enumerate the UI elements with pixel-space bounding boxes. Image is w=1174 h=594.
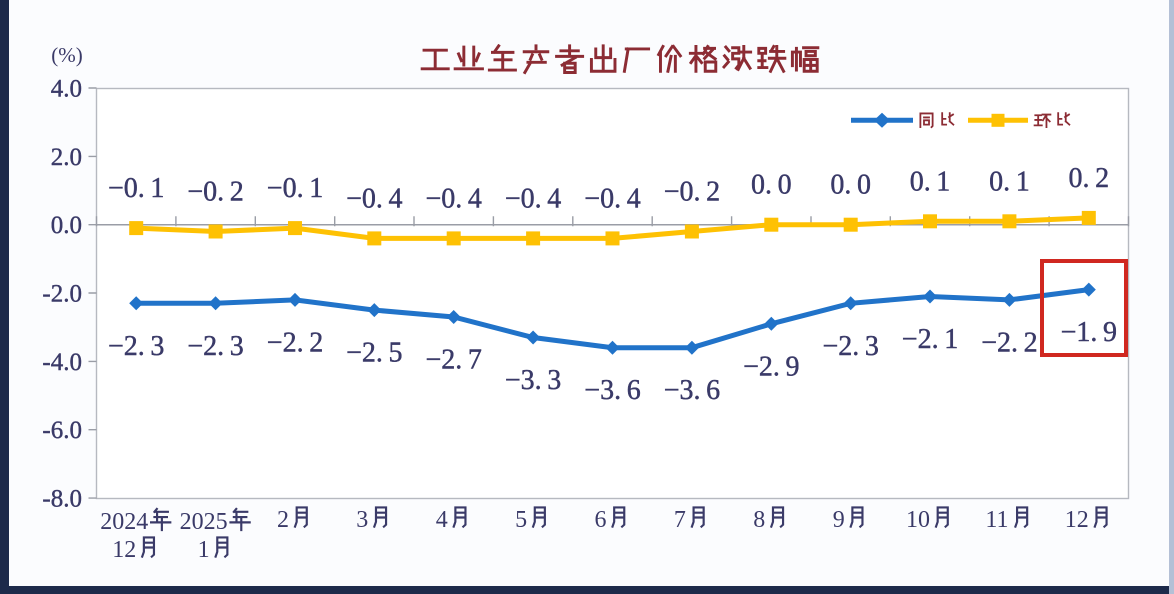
svg-text:12: 12 [1065, 507, 1089, 533]
svg-text:5: 5 [515, 507, 527, 533]
svg-text:−2. 5: −2. 5 [346, 338, 402, 369]
svg-text:−2. 1: −2. 1 [902, 324, 958, 355]
svg-text:8: 8 [753, 507, 765, 533]
svg-text:−0. 4: −0. 4 [584, 183, 640, 214]
svg-text:10: 10 [906, 507, 930, 533]
svg-text:2.0: 2.0 [51, 144, 82, 171]
svg-text:-8.0: -8.0 [42, 486, 82, 513]
svg-text:−2. 3: −2. 3 [822, 331, 878, 362]
svg-text:−2. 2: −2. 2 [981, 327, 1037, 358]
svg-text:0.0: 0.0 [51, 212, 82, 239]
svg-text:−2. 9: −2. 9 [743, 351, 799, 382]
svg-text:4: 4 [436, 507, 448, 533]
svg-text:0. 2: 0. 2 [1068, 163, 1109, 194]
svg-text:(%): (%) [51, 43, 82, 67]
svg-text:-4.0: -4.0 [42, 349, 82, 376]
svg-text:3: 3 [356, 507, 368, 533]
svg-text:2: 2 [277, 507, 289, 533]
svg-text:2024: 2024 [100, 509, 148, 535]
svg-text:−2. 3: −2. 3 [108, 331, 164, 362]
svg-text:0. 0: 0. 0 [751, 170, 792, 201]
svg-text:0. 1: 0. 1 [910, 166, 951, 197]
svg-text:-6.0: -6.0 [42, 417, 82, 444]
svg-text:12: 12 [112, 537, 136, 563]
svg-text:1: 1 [198, 537, 210, 563]
svg-text:−2. 2: −2. 2 [267, 327, 323, 358]
svg-text:-2.0: -2.0 [42, 281, 82, 308]
svg-text:11: 11 [985, 507, 1008, 533]
svg-text:9: 9 [833, 507, 845, 533]
svg-text:−0. 4: −0. 4 [425, 183, 481, 214]
svg-text:6: 6 [595, 507, 607, 533]
svg-text:−0. 4: −0. 4 [505, 183, 561, 214]
svg-text:−0. 2: −0. 2 [187, 177, 243, 208]
svg-text:−0. 2: −0. 2 [664, 177, 720, 208]
svg-text:−2. 3: −2. 3 [187, 331, 243, 362]
svg-text:0. 0: 0. 0 [830, 170, 871, 201]
svg-text:−0. 1: −0. 1 [267, 173, 323, 204]
svg-text:−3. 6: −3. 6 [584, 375, 640, 406]
svg-text:−1. 9: −1. 9 [1061, 317, 1117, 348]
svg-text:−2. 7: −2. 7 [425, 345, 481, 376]
svg-text:−3. 3: −3. 3 [505, 365, 561, 396]
svg-text:−3. 6: −3. 6 [664, 375, 720, 406]
svg-text:−0. 1: −0. 1 [108, 173, 164, 204]
svg-text:2025: 2025 [180, 509, 228, 535]
svg-text:4.0: 4.0 [51, 76, 82, 103]
svg-text:7: 7 [674, 507, 686, 533]
svg-text:−0. 4: −0. 4 [346, 183, 402, 214]
svg-text:0. 1: 0. 1 [989, 166, 1030, 197]
